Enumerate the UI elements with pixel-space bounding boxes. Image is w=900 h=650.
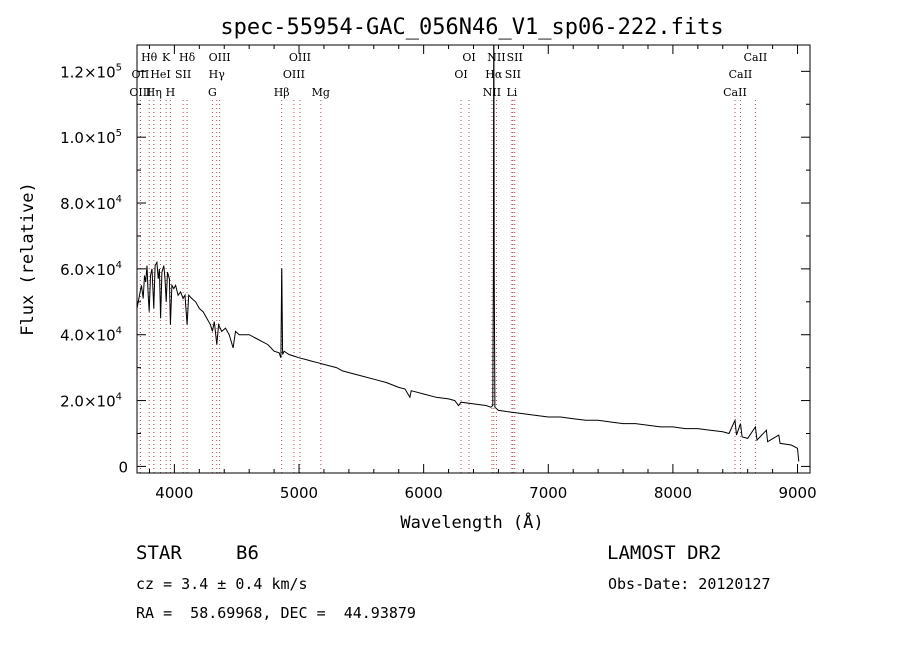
y-tick-label: 6.0×104	[60, 260, 122, 279]
y-tick-label: 4.0×104	[60, 326, 122, 345]
x-tick-label: 7000	[529, 484, 567, 502]
x-tick-label: 4000	[155, 484, 193, 502]
spectral-line-label: OII	[132, 68, 150, 81]
y-tick-label: 1.2×105	[60, 62, 122, 81]
spectral-line-label: CaII	[729, 68, 753, 81]
spectral-line-label: NII	[483, 86, 501, 99]
y-tick-label: 0	[118, 458, 128, 476]
spectral-line-label: CaII	[744, 51, 768, 64]
spectral-line-label: OIII	[283, 68, 305, 81]
x-tick-label: 5000	[280, 484, 318, 502]
spectral-line-label: OIII	[209, 51, 231, 64]
spectral-line-label: SII	[505, 68, 521, 81]
x-tick-label: 8000	[654, 484, 692, 502]
survey-name: LAMOST DR2	[607, 542, 722, 564]
y-axis-label: Flux (relative)	[18, 182, 38, 336]
observation-date: Obs-Date: 20120127	[608, 575, 771, 593]
spectral-line-label: Hγ	[209, 68, 226, 81]
x-axis-label: Wavelength (Å)	[400, 511, 543, 533]
flux-series-line	[137, 45, 800, 462]
y-tick-label: 8.0×104	[60, 194, 122, 213]
spectral-line-label: Li	[506, 86, 517, 99]
coordinates: RA = 58.69968, DEC = 44.93879	[136, 604, 416, 622]
spectral-line-label: Mg	[312, 86, 330, 99]
plot-frame	[136, 44, 811, 474]
y-tick-label: 1.0×105	[60, 128, 122, 147]
spectral-line-label: HeI	[150, 68, 170, 81]
spectral-line-label: Hβ	[274, 86, 290, 99]
object-subclass: B6	[236, 542, 259, 564]
spectral-line-label: Hθ	[141, 51, 158, 64]
spectral-line-label: SII	[507, 51, 523, 64]
spectral-line-label: OIII	[289, 51, 311, 64]
spectral-line-label: G	[208, 86, 217, 99]
x-tick-label: 9000	[778, 484, 816, 502]
plot-area: Hθ OII OIII K HeI Hη SII H Hδ OIII Hγ G Hβ OIII OIII Mg…	[129, 45, 800, 473]
spectral-line-label: Hδ	[179, 51, 196, 64]
x-tick-label: 6000	[405, 484, 443, 502]
spectral-line-label: OI	[462, 51, 475, 64]
spectral-line-label: NII	[487, 51, 505, 64]
y-tick-label: 2.0×104	[60, 392, 122, 411]
spectral-line-label: CaII	[723, 86, 747, 99]
object-type: STAR	[136, 542, 182, 564]
spectral-line-label: H	[166, 86, 176, 99]
spectral-line-label: OI	[454, 68, 467, 81]
redshift-value: cz = 3.4 ± 0.4 km/s	[136, 575, 308, 593]
spectral-line-label: Hη	[146, 86, 162, 99]
chart-title: spec-55954-GAC_056N46_V1_sp06-222.fits	[220, 15, 723, 40]
spectral-line-label: OIII	[129, 86, 151, 99]
spectral-line-label: K	[162, 51, 171, 64]
spectral-line-label: SII	[175, 68, 191, 81]
